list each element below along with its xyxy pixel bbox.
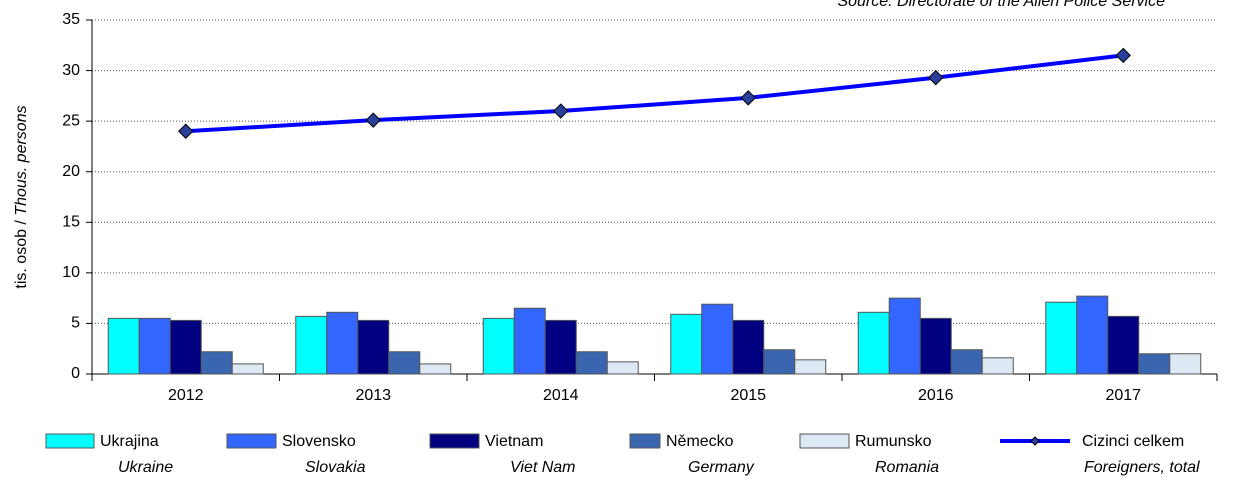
- marker: [553, 103, 569, 119]
- bar: [1076, 295, 1109, 375]
- source-note: Source: Directorate of the Alien Police …: [837, 0, 1165, 10]
- bar: [231, 363, 264, 375]
- bar: [169, 319, 202, 375]
- bar: [701, 303, 734, 375]
- bar: [482, 317, 515, 375]
- line: [185, 53, 1124, 134]
- legend-label-en: Romania: [875, 459, 939, 476]
- y-tick-label: 15: [62, 214, 80, 231]
- marker: [1115, 47, 1131, 64]
- x-tick-label: 2013: [355, 387, 391, 404]
- y-tick-label: 0: [71, 365, 80, 382]
- marker: [365, 112, 381, 128]
- bar: [732, 319, 765, 375]
- bar: [357, 319, 390, 375]
- x-tick-label: 2015: [730, 387, 766, 404]
- bar: [388, 351, 421, 375]
- bar: [419, 363, 452, 375]
- bar: [950, 349, 983, 375]
- y-tick-label: 30: [62, 62, 80, 79]
- legend-label: Vietnam: [485, 433, 543, 450]
- bar: [295, 315, 328, 375]
- bar: [1107, 315, 1140, 375]
- marker: [178, 123, 194, 139]
- legend-swatch: [226, 433, 277, 449]
- y-tick-label: 25: [62, 112, 80, 129]
- legend-label: Rumunsko: [855, 433, 932, 450]
- y-tick-label: 10: [62, 264, 80, 281]
- legend-label-en: Ukraine: [118, 459, 173, 476]
- marker: [740, 90, 756, 106]
- bar: [794, 359, 827, 375]
- y-tick-label: 20: [62, 163, 80, 180]
- legend-label: Cizinci celkem: [1082, 433, 1184, 450]
- legend-label-en: Foreigners, total: [1084, 459, 1200, 476]
- bar: [888, 297, 921, 375]
- legend-label: Slovensko: [282, 433, 356, 450]
- legend-marker: [1030, 436, 1040, 446]
- bar: [544, 319, 577, 375]
- y-label-en: Thous. persons: [13, 105, 30, 215]
- legend-swatch: [45, 433, 95, 449]
- bar: [857, 311, 890, 375]
- bar: [1045, 301, 1078, 375]
- bar: [763, 349, 796, 375]
- y-tick-label: 5: [71, 315, 80, 332]
- bar: [1169, 353, 1202, 375]
- x-tick-label: 2014: [543, 387, 579, 404]
- bar: [513, 307, 546, 375]
- x-tick-label: 2016: [918, 387, 954, 404]
- bar: [1138, 353, 1171, 375]
- y-axis-label: tis. osob / Thous. persons: [13, 105, 30, 288]
- bar: [200, 351, 233, 375]
- x-tick-label: 2017: [1105, 387, 1141, 404]
- bar: [919, 317, 952, 375]
- legend-swatch: [429, 433, 480, 449]
- bar: [107, 317, 140, 375]
- x-tick-label: 2012: [168, 387, 204, 404]
- legend-label: Německo: [666, 433, 734, 450]
- legend-swatch: [799, 433, 850, 449]
- y-label-cz: tis. osob /: [13, 216, 30, 289]
- bar: [575, 351, 608, 375]
- marker: [928, 69, 944, 86]
- bar: [670, 313, 703, 375]
- bar: [981, 357, 1014, 375]
- y-tick-label: 35: [62, 11, 80, 28]
- legend-label: Ukrajina: [100, 433, 159, 450]
- bar: [606, 361, 639, 375]
- bar: [138, 317, 171, 375]
- legend-label-en: Germany: [688, 459, 755, 476]
- legend-label-en: Slovakia: [305, 459, 366, 476]
- bar: [326, 311, 359, 375]
- legend-swatch: [629, 433, 661, 449]
- legend-label-en: Viet Nam: [510, 459, 576, 476]
